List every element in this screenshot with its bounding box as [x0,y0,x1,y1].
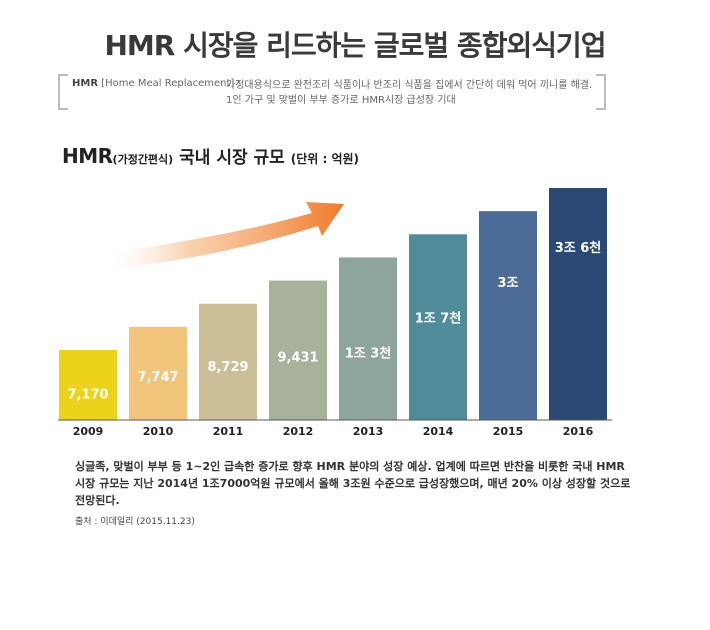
data-label-2014: 1조 7천 [415,311,462,326]
definition-term-full: [Home Meal Replacement] : [101,78,241,89]
chart-title-main: 국내 시장 규모 [173,148,291,168]
chart-title-paren: (가정간편식) [112,153,174,166]
x-tick-2015: 2015 [493,425,524,438]
source-text: 출처 : 이데일리 (2015.11.23) [75,517,195,527]
bar-2010 [129,326,187,420]
bar-2012 [269,280,327,420]
data-label-2010: 7,747 [137,370,178,385]
bar-2013 [339,257,397,420]
trend-arrow [100,202,344,270]
bar-2014 [409,234,467,420]
x-tick-2014: 2014 [423,425,454,438]
x-tick-2016: 2016 [563,425,594,438]
x-tick-2010: 2010 [143,425,174,438]
chart-title: HMR(가정간편식) 국내 시장 규모 (단위 : 억원) [62,143,359,168]
x-tick-2009: 2009 [73,425,104,438]
bar-2015 [479,211,537,420]
chart-title-unit: (단위 : 억원) [290,152,360,166]
chart-title-hmr: HMR [62,144,113,168]
data-label-2009: 7,170 [67,388,108,403]
bars-group: 7,170 7,747 8,729 9,431 1조 3천 1조 7천 3조 3조 6천 [59,188,607,420]
x-tick-labels: 2009 2010 2011 2012 2013 2014 2015 2016 [73,425,594,438]
bar-2011 [199,303,257,420]
data-label-2015: 3조 [497,276,518,291]
definition-term: HMR [Home Meal Replacement] : [72,78,241,89]
definition-term-abbr: HMR [72,78,99,89]
bar-2016 [549,188,607,420]
x-tick-2011: 2011 [213,425,244,438]
data-label-2013: 1조 3천 [345,346,392,361]
data-label-2016: 3조 6천 [555,241,602,256]
page-title: HMR 시장을 리드하는 글로벌 종합외식기업 [104,29,606,62]
data-label-2012: 9,431 [277,350,318,365]
definition-text: 가정대용식으로 완전조리 식품이나 반조리 식품을 집에서 간단히 데워 먹어 … [226,80,593,106]
data-label-2011: 8,729 [207,360,248,375]
x-tick-2012: 2012 [283,425,314,438]
right-bracket [596,74,606,110]
left-bracket [58,74,68,110]
x-tick-2013: 2013 [353,425,384,438]
bar-2009 [59,350,117,420]
description-text: 싱글족, 맞벌이 부부 등 1~2인 급속한 증가로 향후 HMR 분야의 성장… [75,460,631,507]
